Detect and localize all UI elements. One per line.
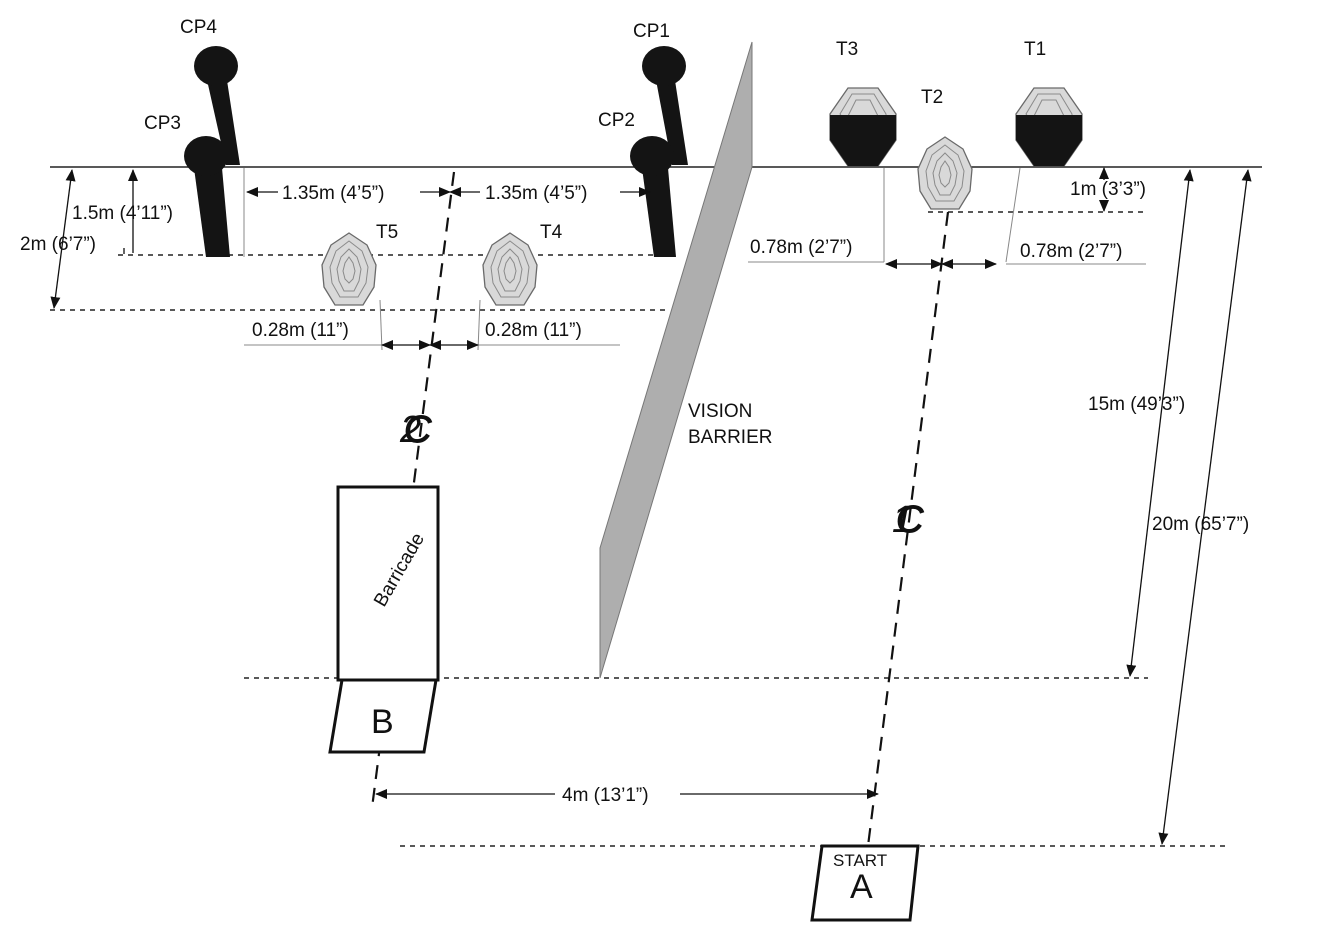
start-label: START	[833, 851, 887, 870]
dim-4m-label: 4m (13’1”)	[562, 785, 649, 806]
dim-gap-left-label: 1.35m (4’5”)	[282, 183, 384, 204]
svg-text:2: 2	[399, 409, 421, 451]
svg-text:C: C	[896, 499, 924, 541]
dim-offset-t3-label: 0.78m (2’7”)	[750, 237, 852, 258]
start-box-a	[810, 844, 920, 922]
popper-cp3	[184, 136, 230, 257]
dim-15m	[1126, 169, 1194, 677]
dim-1m-label: 1m (3’3”)	[1070, 179, 1146, 200]
position-b-label: B	[371, 703, 394, 741]
popper-cp2	[630, 136, 676, 257]
vision-barrier-label-1: VISION	[688, 401, 752, 422]
dim-1-5m-label: 1.5m (4’11”)	[72, 203, 173, 224]
dim-15m-label: 15m (49’3”)	[1088, 394, 1185, 415]
centerline-2-label: 2 C	[399, 409, 433, 452]
t2-label: T2	[921, 87, 943, 108]
position-a-label: A	[850, 868, 873, 906]
popper-cp4	[194, 46, 240, 165]
centerline-1-label: 1 C	[892, 499, 925, 542]
t4-ref-line	[477, 299, 481, 351]
dim-offset-t4-label: 0.28m (11”)	[485, 320, 582, 341]
t1-ref-line	[1005, 167, 1021, 263]
t3-label: T3	[836, 39, 858, 60]
t4-label: T4	[540, 222, 563, 243]
cp1-label: CP1	[633, 21, 670, 42]
shooting-box-b	[328, 678, 438, 754]
barricade	[336, 485, 440, 682]
t5-ref-line	[379, 299, 383, 351]
t5-label: T5	[376, 222, 398, 243]
centerline-1	[866, 211, 950, 847]
dim-2m-label: 2m (6’7”)	[20, 234, 96, 255]
target-t5	[321, 232, 377, 306]
dim-2m	[50, 169, 76, 309]
vision-barrier	[599, 41, 753, 679]
svg-text:C: C	[404, 409, 432, 451]
target-t3	[829, 87, 897, 167]
dim-offset-t1-label: 0.78m (2’7”)	[1020, 241, 1122, 262]
target-t1	[1015, 87, 1083, 167]
cp4-label: CP4	[180, 17, 217, 38]
cp2-label: CP2	[598, 110, 635, 131]
dim-20m	[1158, 169, 1252, 845]
dim-offset-t5-label: 0.28m (11”)	[252, 320, 349, 341]
svg-text:1: 1	[892, 499, 913, 541]
target-t4	[482, 232, 538, 306]
dim-20m-label: 20m (65’7”)	[1152, 514, 1249, 535]
popper-cp1	[642, 46, 688, 165]
target-t2	[917, 136, 973, 210]
vision-barrier-label-2: BARRIER	[688, 427, 772, 448]
cp3-label: CP3	[144, 113, 181, 134]
dim-gap-right-label: 1.35m (4’5”)	[485, 183, 587, 204]
t1-label: T1	[1024, 39, 1046, 60]
